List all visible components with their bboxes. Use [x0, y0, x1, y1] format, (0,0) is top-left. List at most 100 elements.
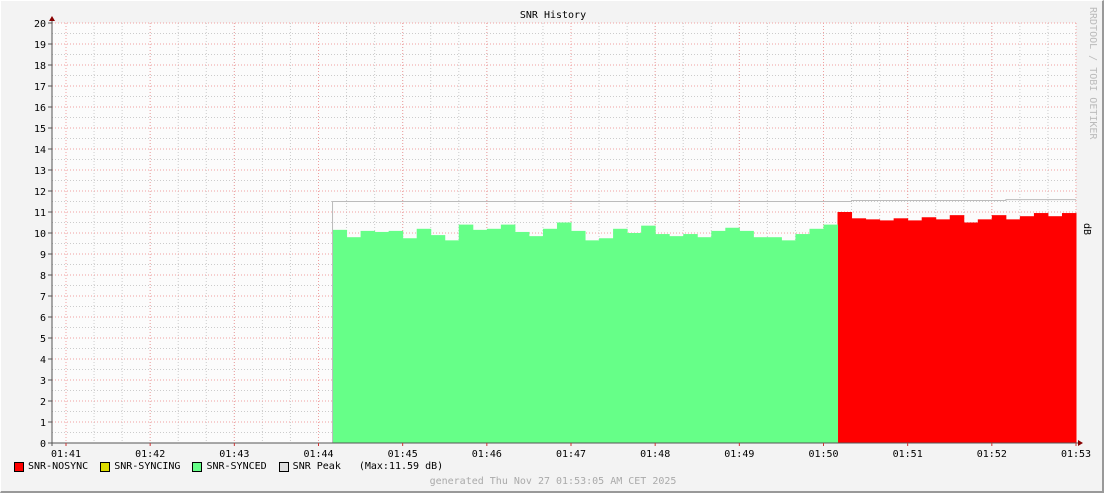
bar-snr-synced	[542, 228, 558, 443]
x-tick-label: 01:43	[219, 449, 249, 460]
bar-snr-synced	[725, 227, 740, 443]
swatch	[278, 461, 289, 472]
x-tick-label: 01:52	[977, 449, 1007, 460]
legend-label: SNR-SYNCING	[114, 461, 181, 472]
bar-snr-synced	[472, 229, 488, 443]
y-tick-label: 8	[40, 271, 46, 282]
bar-snr-nosync	[921, 217, 937, 443]
swatch	[100, 461, 111, 472]
bar-snr-nosync	[935, 219, 951, 443]
bar-snr-synced	[556, 222, 572, 443]
bar-snr-synced	[739, 230, 754, 443]
bar-snr-synced	[486, 228, 502, 443]
y-tick-label: 2	[40, 397, 46, 408]
y-tick-label: 20	[34, 19, 46, 30]
bar-snr-nosync	[1005, 219, 1021, 443]
swatch	[14, 461, 24, 472]
bar-snr-synced	[444, 240, 460, 443]
bar-snr-synced	[627, 233, 642, 443]
x-tick-label: 01:45	[388, 449, 418, 460]
swatch	[192, 461, 203, 472]
y-tick-label: 7	[40, 292, 46, 303]
x-tick-label: 01:49	[724, 449, 754, 460]
chart-title: SNR History	[519, 10, 587, 21]
y-axis-label: dB	[1081, 223, 1092, 236]
bar-snr-nosync	[879, 220, 895, 443]
bar-snr-synced	[641, 225, 656, 443]
bar-snr-synced	[514, 231, 530, 443]
bar-snr-nosync	[991, 215, 1007, 443]
y-axis-arrow	[49, 16, 55, 21]
y-tick-label: 13	[34, 166, 46, 177]
bar-snr-synced	[711, 230, 726, 443]
bar-snr-nosync	[907, 220, 923, 443]
y-tick-label: 1	[40, 418, 46, 429]
bar-snr-synced	[360, 230, 376, 443]
bar-snr-synced	[809, 228, 824, 443]
bar-snr-synced	[528, 236, 544, 443]
legend-label: SNR-SYNCED	[206, 461, 267, 472]
y-tick-label: 5	[40, 334, 46, 345]
legend-label: SNR Peak	[292, 461, 341, 472]
x-tick-label: 01:47	[556, 449, 586, 460]
bar-snr-synced	[500, 224, 516, 443]
x-tick-label: 01:41	[51, 449, 81, 460]
legend-item-syncing: SNR-SYNCING	[100, 461, 180, 472]
y-tick-label: 11	[34, 208, 46, 219]
x-tick-label: 01:48	[640, 449, 670, 460]
bar-snr-synced	[388, 230, 404, 443]
x-tick-label: 01:53	[1061, 449, 1091, 460]
bar-snr-synced	[402, 238, 418, 443]
x-axis-arrow	[1078, 440, 1083, 446]
bar-snr-synced	[795, 234, 810, 443]
bar-snr-nosync	[851, 218, 867, 443]
bar-snr-nosync	[1019, 216, 1035, 443]
legend-item-peak: SNR Peak (Max:11.59 dB)	[278, 461, 444, 472]
bar-snr-nosync	[1033, 213, 1049, 443]
bar-snr-synced	[669, 236, 684, 443]
bar-snr-synced	[683, 234, 698, 443]
bar-snr-synced	[585, 240, 600, 443]
y-tick-label: 9	[40, 250, 46, 261]
x-tick-label: 01:51	[893, 449, 923, 460]
bar-snr-nosync	[963, 222, 979, 443]
legend: SNR-NOSYNC SNR-SYNCING SNR-SYNCED SNR Pe…	[14, 461, 455, 472]
bar-snr-synced	[458, 224, 474, 443]
legend-label: SNR-NOSYNC	[28, 461, 89, 472]
y-tick-label: 15	[34, 124, 46, 135]
bar-snr-nosync	[837, 212, 853, 443]
x-tick-label: 01:46	[472, 449, 502, 460]
bar-snr-nosync	[949, 215, 965, 443]
generated-timestamp: generated Thu Nov 27 01:53:05 AM CET 202…	[429, 476, 677, 487]
bar-snr-synced	[613, 228, 628, 443]
y-tick-label: 16	[34, 103, 46, 114]
x-tick-label: 01:44	[303, 449, 333, 460]
bar-snr-nosync	[977, 219, 993, 443]
y-tick-label: 0	[40, 439, 46, 450]
bar-snr-synced	[781, 240, 796, 443]
bar-snr-synced	[697, 237, 712, 443]
bar-snr-synced	[430, 235, 446, 443]
bar-snr-nosync	[1047, 216, 1063, 443]
y-tick-label: 19	[34, 40, 46, 51]
bar-snr-synced	[346, 237, 362, 443]
bar-snr-synced	[374, 231, 390, 443]
peak-max-note: (Max:11.59 dB)	[358, 461, 444, 472]
y-tick-label: 17	[34, 82, 46, 93]
legend-item-nosync: SNR-NOSYNC	[14, 461, 88, 472]
y-tick-label: 18	[34, 61, 46, 72]
bar-snr-synced	[416, 228, 432, 443]
x-tick-label: 01:50	[808, 449, 838, 460]
bar-snr-nosync	[865, 219, 881, 443]
y-tick-label: 3	[40, 376, 46, 387]
bar-snr-synced	[767, 237, 782, 443]
bar-snr-synced	[823, 224, 839, 443]
y-tick-label: 4	[40, 355, 46, 366]
y-tick-label: 14	[34, 145, 46, 156]
bar-snr-synced	[655, 234, 670, 443]
watermark: RRDTOOL / TOBI OETIKER	[1087, 7, 1098, 140]
bar-snr-nosync	[1061, 213, 1077, 443]
bar-snr-synced	[599, 238, 614, 443]
